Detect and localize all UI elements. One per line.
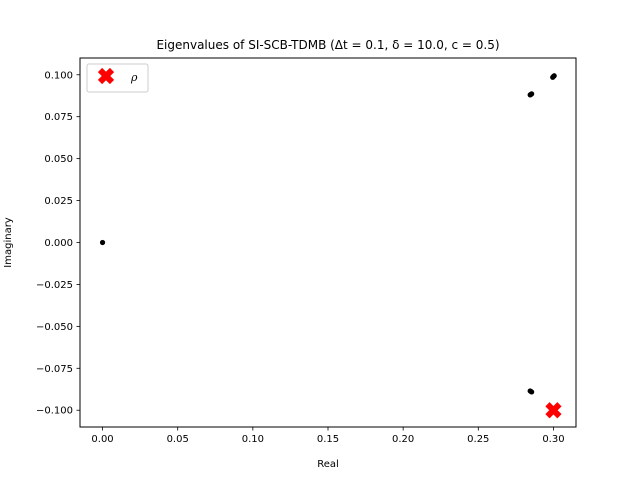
legend-x-marker <box>97 67 115 85</box>
x-marker-stroke <box>545 402 562 419</box>
eigenvalue-point <box>529 91 535 97</box>
x-tick-label: 0.10 <box>242 434 264 445</box>
y-tick-label: −0.050 <box>36 322 73 333</box>
x-tick-label: 0.20 <box>392 434 414 445</box>
eigenvalue-point <box>99 239 106 246</box>
y-tick-label: 0.075 <box>44 112 73 123</box>
plot-area-frame <box>79 57 577 428</box>
y-tick-label: −0.100 <box>36 406 73 417</box>
x-tick-label: 0.30 <box>542 434 564 445</box>
legend-marker-rho <box>97 67 115 85</box>
x-tick-label: 0.05 <box>167 434 189 445</box>
x-marker-stroke <box>97 67 115 85</box>
y-axis-label: Imaginary <box>3 217 14 268</box>
rho-marker <box>545 402 562 419</box>
x-tick-label: 0.15 <box>317 434 339 445</box>
legend: ρ <box>86 63 149 93</box>
x-axis-label: Real <box>317 459 339 470</box>
y-tick-label: −0.025 <box>36 280 73 291</box>
y-tick-label: −0.075 <box>36 364 73 375</box>
chart-title: Eigenvalues of SI-SCB-TDMB (Δt = 0.1, δ … <box>156 38 499 52</box>
y-tick-label: 0.050 <box>44 154 73 165</box>
x-tick-label: 0.25 <box>467 434 489 445</box>
x-tick-label: 0.00 <box>91 434 113 445</box>
y-tick-label: 0.025 <box>44 196 73 207</box>
y-tick-label: 0.000 <box>44 238 73 249</box>
eigenvalue-point <box>551 73 557 79</box>
tick-layer: 0.00 0.05 0.10 0.15 0.20 0.25 0.30 0.100 0.075 0.… <box>36 70 565 445</box>
legend-label-rho: ρ <box>130 71 138 84</box>
eigenvalue-point <box>529 389 535 395</box>
legend-frame <box>86 63 149 93</box>
data-marks <box>99 73 562 419</box>
y-tick-label: 0.100 <box>44 70 73 81</box>
